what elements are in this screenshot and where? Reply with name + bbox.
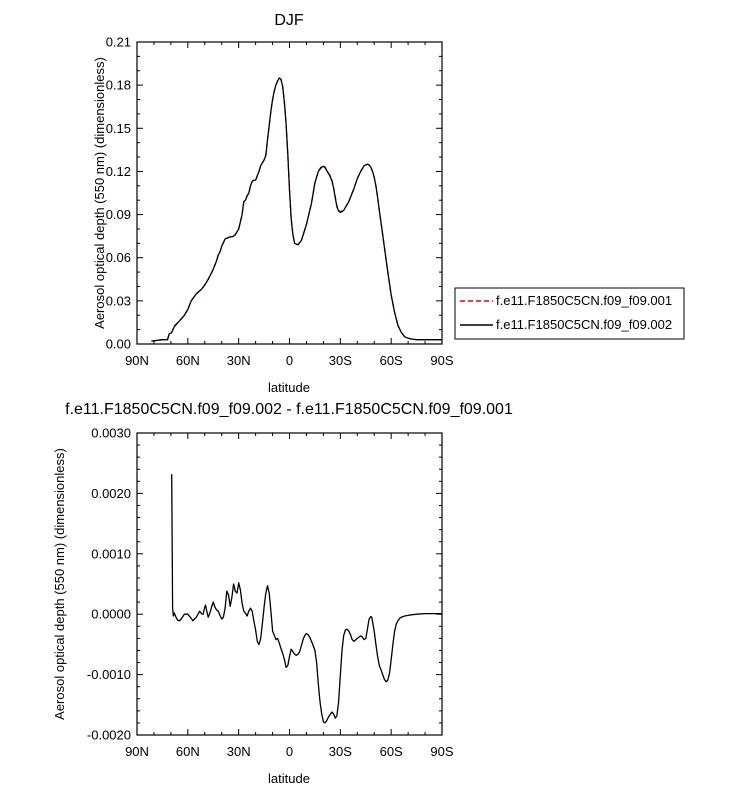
x-tick-label: 60S (380, 353, 403, 368)
y-tick-label: 0.0000 (91, 607, 131, 622)
y-tick-label: 0.15 (106, 121, 131, 136)
series-line-1 (171, 474, 442, 724)
x-tick-label: 90S (430, 744, 453, 759)
series-line-2 (151, 77, 442, 342)
x-tick-label: 30S (329, 353, 352, 368)
y-tick-label: 0.09 (106, 207, 131, 222)
x-axis-label: latitude (268, 380, 310, 395)
y-tick-label: 0.00 (106, 337, 131, 352)
y-tick-label: 0.12 (106, 164, 131, 179)
plot-frame (136, 41, 443, 345)
x-tick-label: 90N (125, 353, 149, 368)
x-axis-label: latitude (268, 771, 310, 786)
y-tick-label: 0.21 (106, 35, 131, 50)
x-tick-label: 60N (176, 353, 200, 368)
legend-label-series-1: f.e11.F1850C5CN.f09_f09.001 (496, 293, 672, 308)
y-tick-label: 0.0020 (91, 486, 131, 501)
axis-ticks: 90N 60N 30N 0 30S 60S 90S 0.00 0.03 0.06 0.09 0.12 0… (106, 35, 454, 369)
y-tick-label: 0.0010 (91, 546, 131, 561)
x-tick-label: 30N (227, 353, 251, 368)
legend-box (454, 287, 685, 340)
legend-label-series-2: f.e11.F1850C5CN.f09_f09.002 (496, 317, 672, 332)
plot-frame (136, 432, 443, 736)
series-group (151, 77, 442, 342)
y-tick-label: 0.03 (106, 293, 131, 308)
y-axis-label: Aerosol optical depth (550 nm) (dimensio… (52, 448, 67, 720)
x-tick-label: 60S (380, 744, 403, 759)
chart-title: f.e11.F1850C5CN.f09_f09.002 - f.e11.F185… (65, 401, 513, 418)
x-tick-label: 90S (430, 353, 453, 368)
x-tick-label: 30S (329, 744, 352, 759)
x-tick-label: 30N (227, 744, 251, 759)
x-tick-label: 90N (125, 744, 149, 759)
series-line-1 (151, 77, 442, 342)
x-tick-label: 0 (286, 353, 293, 368)
y-tick-label: 0.18 (106, 78, 131, 93)
x-tick-label: 60N (176, 744, 200, 759)
y-tick-label: 0.06 (106, 250, 131, 265)
series-group (171, 474, 442, 724)
y-tick-label: -0.0020 (87, 728, 131, 743)
bottom-panel: f.e11.F1850C5CN.f09_f09.002 - f.e11.F185… (52, 401, 513, 786)
top-panel: DJF Aerosol optical depth (550 nm) (dime… (92, 12, 685, 395)
chart-title: DJF (274, 12, 304, 29)
axis-ticks: 90N 60N 30N 0 30S 60S 90S -0.0020 -0.0010 0.0000 0… (87, 426, 454, 760)
y-tick-label: 0.0030 (91, 426, 131, 441)
x-tick-label: 0 (286, 744, 293, 759)
legend: f.e11.F1850C5CN.f09_f09.001 f.e11.F1850C… (454, 287, 685, 340)
y-tick-label: -0.0010 (87, 667, 131, 682)
y-axis-label: Aerosol optical depth (550 nm) (dimensio… (92, 57, 107, 329)
